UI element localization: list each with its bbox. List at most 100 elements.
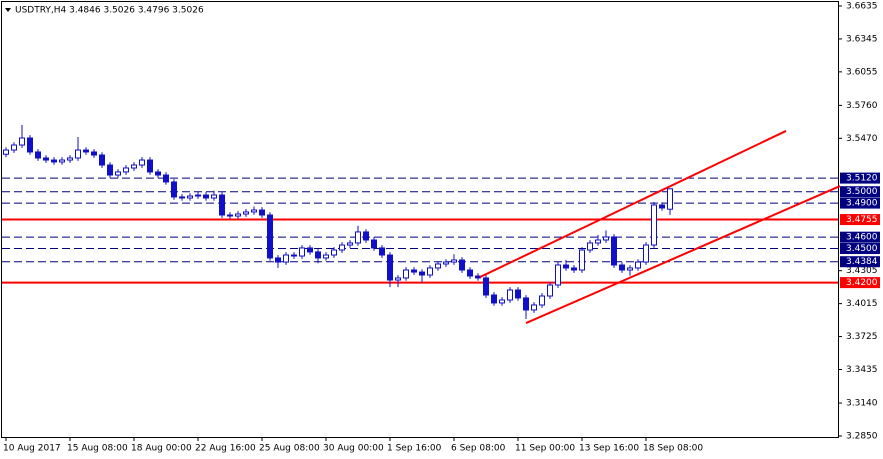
candle-body (547, 284, 553, 297)
candle-body (83, 149, 89, 153)
level-label-box (840, 172, 880, 184)
level-label: 3.4900 (846, 199, 878, 209)
level-label-box (840, 214, 880, 226)
candle-body (11, 144, 17, 151)
trend-line (525, 185, 841, 324)
candle-body (307, 247, 313, 253)
candle-body (235, 213, 241, 217)
candle-body (627, 267, 633, 271)
candle-body (579, 249, 585, 271)
candle-body (331, 249, 337, 256)
candle-body (99, 154, 105, 166)
y-tick-label: 3.5470 (846, 134, 878, 144)
x-tick-label: 1 Sep 16:00 (387, 444, 442, 454)
candle-body (203, 194, 209, 199)
y-tick-label: 3.6345 (846, 34, 878, 44)
candle-body (651, 204, 657, 246)
candle-body (499, 299, 505, 304)
level-label-box (840, 186, 880, 198)
candle-body (115, 171, 121, 176)
x-tick-label: 22 Aug 16:00 (195, 444, 256, 454)
candle-body (123, 167, 129, 173)
candle-body (219, 194, 225, 216)
candle-body (667, 188, 673, 210)
candle-body (171, 181, 177, 198)
candle-body (283, 254, 289, 263)
candle-body (155, 171, 161, 176)
candle-body (635, 261, 641, 269)
candle-body (435, 263, 441, 269)
candle-body (467, 269, 473, 277)
candle-body (611, 236, 617, 266)
candle-body (643, 244, 649, 263)
candle-body (371, 239, 377, 249)
x-tick-label: 25 Aug 08:00 (259, 444, 320, 454)
candle-body (227, 214, 233, 217)
level-label-box (840, 243, 880, 255)
candle-body (139, 159, 145, 166)
candle-body (107, 164, 113, 176)
level-label: 3.4200 (846, 278, 878, 288)
candle-body (243, 211, 249, 215)
candle-body (427, 267, 433, 276)
candle-body (571, 267, 577, 271)
candle-body (539, 295, 545, 306)
y-tick-label: 3.3725 (846, 332, 878, 342)
level-label-box (840, 197, 880, 209)
candle-body (67, 157, 73, 161)
candle-body (91, 151, 97, 156)
candle-body (187, 195, 193, 199)
y-tick-label: 3.5760 (846, 101, 878, 111)
level-label-box (840, 231, 880, 243)
x-tick-label: 30 Aug 00:00 (323, 444, 384, 454)
candle-body (315, 251, 321, 259)
chart-title: USDTRY,H4 3.4846 3.5026 3.4796 3.5026 (15, 6, 204, 16)
candle-body (27, 137, 33, 153)
level-label-box (840, 277, 880, 289)
candle-body (419, 271, 425, 276)
candle-body (19, 137, 25, 146)
candle-body (587, 242, 593, 251)
candle-body (339, 244, 345, 251)
candle-body (323, 254, 329, 259)
candle-body (179, 196, 185, 199)
candle-body (443, 261, 449, 265)
candle-body (507, 289, 513, 301)
candle-body (259, 209, 265, 216)
candle-body (131, 164, 137, 169)
candle-body (603, 236, 609, 241)
candle-body (3, 149, 9, 155)
level-label: 3.5000 (846, 187, 878, 197)
level-label: 3.5120 (846, 174, 878, 184)
candle-body (459, 259, 465, 271)
x-tick-label: 18 Sep 08:00 (643, 444, 703, 454)
candle-body (563, 264, 569, 269)
candle-body (411, 269, 417, 273)
candle-body (43, 157, 49, 161)
candle-body (59, 159, 65, 163)
candle-body (451, 259, 457, 263)
candle-body (195, 194, 201, 197)
candle-body (35, 151, 41, 159)
candle-body (299, 247, 305, 257)
candle-body (483, 277, 489, 296)
candle-body (51, 159, 57, 163)
x-tick-label: 15 Aug 08:00 (67, 444, 128, 454)
candle-body (275, 257, 281, 263)
candle-body (355, 231, 361, 244)
candle-body (555, 264, 561, 286)
level-label: 3.4500 (846, 244, 878, 254)
candle-body (491, 294, 497, 304)
candle-body (403, 269, 409, 279)
menu-arrow (5, 8, 11, 12)
candle-body (379, 247, 385, 256)
candle-body (531, 304, 537, 311)
candle-body (347, 242, 353, 246)
candle-body (211, 194, 217, 199)
y-tick-label: 3.4305 (846, 266, 878, 276)
y-tick-label: 3.3435 (846, 365, 878, 375)
candle-body (363, 231, 369, 241)
y-tick-label: 3.2850 (846, 431, 878, 441)
